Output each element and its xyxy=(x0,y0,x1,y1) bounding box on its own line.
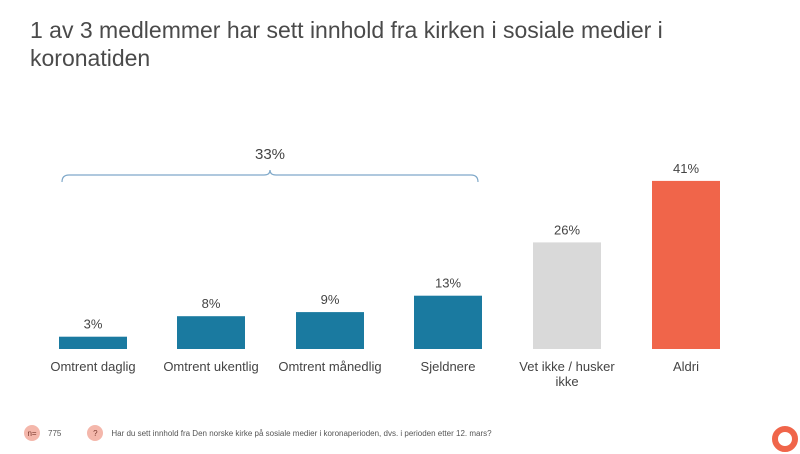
category-label: Vet ikke / husker ikke xyxy=(519,359,615,389)
bar xyxy=(414,295,482,349)
sample-size: 775 xyxy=(48,428,62,438)
data-label: 9% xyxy=(321,292,340,307)
brand-logo-icon xyxy=(772,426,798,452)
category-label: Omtrent månedlig xyxy=(278,359,381,374)
chart-title: 1 av 3 medlemmer har sett innhold fra ki… xyxy=(30,17,663,71)
bar xyxy=(59,336,127,349)
bar xyxy=(296,312,364,349)
data-label: 13% xyxy=(435,276,461,291)
data-label: 8% xyxy=(202,296,221,311)
survey-question: Har du sett innhold fra Den norske kirke… xyxy=(111,428,492,438)
category-label: Omtrent daglig xyxy=(50,359,135,374)
data-label: 26% xyxy=(554,222,580,237)
bracket xyxy=(61,169,479,183)
category-label: Omtrent ukentlig xyxy=(163,359,258,374)
bracket-label: 33% xyxy=(255,146,285,163)
footer: n= 775 ? Har du sett innhold fra Den nor… xyxy=(24,424,492,442)
n-badge: n= xyxy=(24,425,40,441)
bar xyxy=(533,242,601,349)
question-icon: ? xyxy=(87,425,104,441)
category-label: Sjeldnere xyxy=(421,359,476,374)
data-label: 41% xyxy=(673,161,699,176)
bar xyxy=(652,180,720,349)
bar xyxy=(177,316,245,349)
data-label: 3% xyxy=(84,317,103,332)
category-label: Aldri xyxy=(673,359,699,374)
